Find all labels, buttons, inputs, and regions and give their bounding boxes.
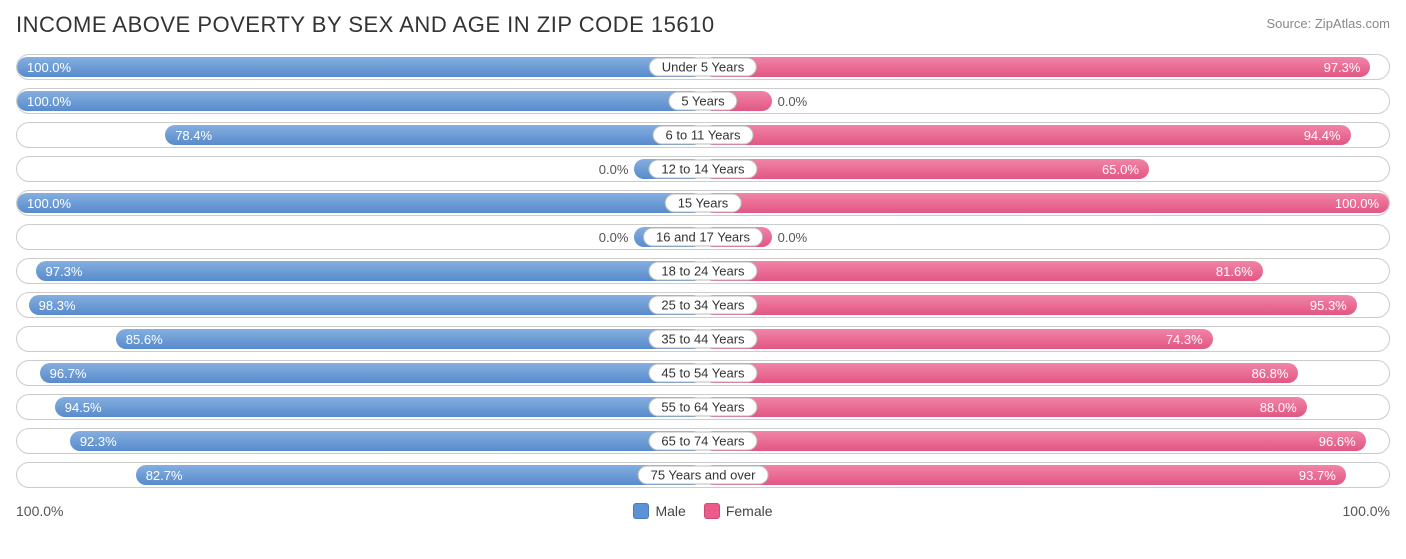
bar-row: 0.0% 0.0% 16 and 17 Years (16, 224, 1390, 250)
bar-row: 82.7% 93.7% 75 Years and over (16, 462, 1390, 488)
female-value-label: 74.3% (1166, 332, 1203, 347)
female-value-label: 93.7% (1299, 468, 1336, 483)
bar-row: 100.0% 100.0% 15 Years (16, 190, 1390, 216)
female-value-label: 96.6% (1319, 434, 1356, 449)
chart-title: INCOME ABOVE POVERTY BY SEX AND AGE IN Z… (16, 12, 715, 38)
bar-row: 0.0% 65.0% 12 to 14 Years (16, 156, 1390, 182)
male-value-label: 85.6% (126, 332, 163, 347)
female-bar: 88.0% (703, 397, 1307, 417)
source-attribution: Source: ZipAtlas.com (1266, 12, 1390, 31)
male-value-label: 100.0% (27, 196, 71, 211)
male-bar: 96.7% (40, 363, 703, 383)
female-bar: 97.3% (703, 57, 1370, 77)
category-label: 75 Years and over (638, 466, 769, 485)
category-label: 25 to 34 Years (648, 296, 757, 315)
male-value-label: 0.0% (593, 225, 635, 249)
female-bar: 81.6% (703, 261, 1263, 281)
female-value-label: 0.0% (772, 225, 814, 249)
category-label: 12 to 14 Years (648, 160, 757, 179)
male-value-label: 0.0% (593, 157, 635, 181)
bar-row: 92.3% 96.6% 65 to 74 Years (16, 428, 1390, 454)
bar-row: 100.0% 0.0% 5 Years (16, 88, 1390, 114)
female-bar: 95.3% (703, 295, 1357, 315)
male-bar: 78.4% (165, 125, 703, 145)
bar-row: 94.5% 88.0% 55 to 64 Years (16, 394, 1390, 420)
male-value-label: 94.5% (65, 400, 102, 415)
female-value-label: 94.4% (1304, 128, 1341, 143)
category-label: Under 5 Years (649, 58, 757, 77)
female-value-label: 97.3% (1324, 60, 1361, 75)
male-bar: 85.6% (116, 329, 703, 349)
category-label: 5 Years (668, 92, 737, 111)
male-bar: 100.0% (17, 91, 703, 111)
female-value-label: 0.0% (772, 89, 814, 113)
male-bar: 98.3% (29, 295, 703, 315)
category-label: 15 Years (665, 194, 742, 213)
header: INCOME ABOVE POVERTY BY SEX AND AGE IN Z… (16, 12, 1390, 48)
female-bar: 86.8% (703, 363, 1298, 383)
male-value-label: 78.4% (175, 128, 212, 143)
female-value-label: 88.0% (1260, 400, 1297, 415)
male-bar: 97.3% (36, 261, 703, 281)
category-label: 6 to 11 Years (653, 126, 754, 145)
male-value-label: 98.3% (39, 298, 76, 313)
male-bar: 100.0% (17, 57, 703, 77)
category-label: 16 and 17 Years (643, 228, 763, 247)
category-label: 18 to 24 Years (648, 262, 757, 281)
female-value-label: 100.0% (1335, 196, 1379, 211)
axis-left-label: 100.0% (16, 503, 63, 519)
legend-male: Male (633, 503, 685, 519)
category-label: 65 to 74 Years (648, 432, 757, 451)
bar-row: 78.4% 94.4% 6 to 11 Years (16, 122, 1390, 148)
bar-row: 98.3% 95.3% 25 to 34 Years (16, 292, 1390, 318)
bar-rows: 100.0% 97.3% Under 5 Years 100.0% 0.0% 5 Year… (16, 54, 1390, 488)
male-bar: 94.5% (55, 397, 703, 417)
female-bar: 93.7% (703, 465, 1346, 485)
female-bar: 65.0% (703, 159, 1149, 179)
legend: Male Female (63, 503, 1342, 519)
bar-row: 97.3% 81.6% 18 to 24 Years (16, 258, 1390, 284)
female-bar: 74.3% (703, 329, 1213, 349)
male-bar: 92.3% (70, 431, 703, 451)
legend-male-label: Male (655, 503, 685, 519)
male-bar: 100.0% (17, 193, 703, 213)
male-value-label: 82.7% (146, 468, 183, 483)
chart-container: INCOME ABOVE POVERTY BY SEX AND AGE IN Z… (0, 0, 1406, 559)
male-bar: 82.7% (136, 465, 703, 485)
female-bar: 94.4% (703, 125, 1351, 145)
male-value-label: 100.0% (27, 60, 71, 75)
female-value-label: 86.8% (1252, 366, 1289, 381)
male-value-label: 92.3% (80, 434, 117, 449)
female-value-label: 95.3% (1310, 298, 1347, 313)
male-swatch-icon (633, 503, 649, 519)
category-label: 55 to 64 Years (648, 398, 757, 417)
legend-female: Female (704, 503, 773, 519)
bar-row: 85.6% 74.3% 35 to 44 Years (16, 326, 1390, 352)
bar-row: 100.0% 97.3% Under 5 Years (16, 54, 1390, 80)
female-bar: 96.6% (703, 431, 1366, 451)
female-value-label: 81.6% (1216, 264, 1253, 279)
female-value-label: 65.0% (1102, 162, 1139, 177)
male-value-label: 100.0% (27, 94, 71, 109)
category-label: 35 to 44 Years (648, 330, 757, 349)
male-value-label: 96.7% (50, 366, 87, 381)
female-swatch-icon (704, 503, 720, 519)
female-bar: 100.0% (703, 193, 1389, 213)
category-label: 45 to 54 Years (648, 364, 757, 383)
male-value-label: 97.3% (46, 264, 83, 279)
axis-right-label: 100.0% (1343, 503, 1390, 519)
bar-row: 96.7% 86.8% 45 to 54 Years (16, 360, 1390, 386)
legend-female-label: Female (726, 503, 773, 519)
footer: 100.0% Male Female 100.0% (16, 496, 1390, 526)
